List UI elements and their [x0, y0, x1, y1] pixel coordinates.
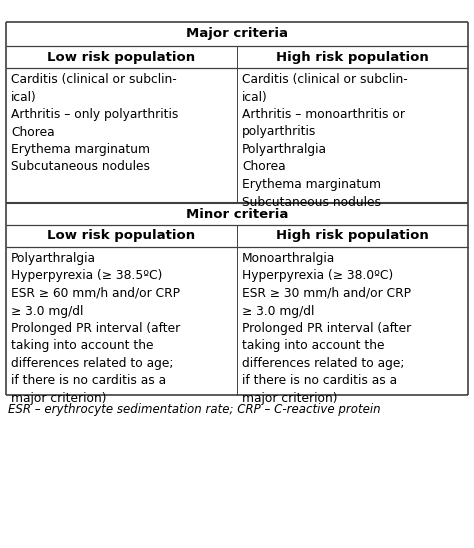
Text: Minor criteria: Minor criteria: [186, 208, 288, 220]
Text: Low risk population: Low risk population: [47, 230, 196, 243]
Text: Monoarthralgia
Hyperpyrexia (≥ 38.0ºC)
ESR ≥ 30 mm/h and/or CRP
≥ 3.0 mg/dl
Prol: Monoarthralgia Hyperpyrexia (≥ 38.0ºC) E…: [242, 252, 411, 405]
Text: High risk population: High risk population: [276, 50, 429, 64]
Text: Major criteria: Major criteria: [186, 27, 288, 41]
Text: Carditis (clinical or subclin-
ical)
Arthritis – monoarthritis or
polyarthritis
: Carditis (clinical or subclin- ical) Art…: [242, 73, 408, 208]
Text: ESR – erythrocyte sedimentation rate; CRP – C-reactive protein: ESR – erythrocyte sedimentation rate; CR…: [8, 403, 381, 416]
Text: Low risk population: Low risk population: [47, 50, 196, 64]
Text: High risk population: High risk population: [276, 230, 429, 243]
Text: Polyarthralgia
Hyperpyrexia (≥ 38.5ºC)
ESR ≥ 60 mm/h and/or CRP
≥ 3.0 mg/dl
Prol: Polyarthralgia Hyperpyrexia (≥ 38.5ºC) E…: [11, 252, 180, 405]
Text: Carditis (clinical or subclin-
ical)
Arthritis – only polyarthritis
Chorea
Eryth: Carditis (clinical or subclin- ical) Art…: [11, 73, 178, 174]
